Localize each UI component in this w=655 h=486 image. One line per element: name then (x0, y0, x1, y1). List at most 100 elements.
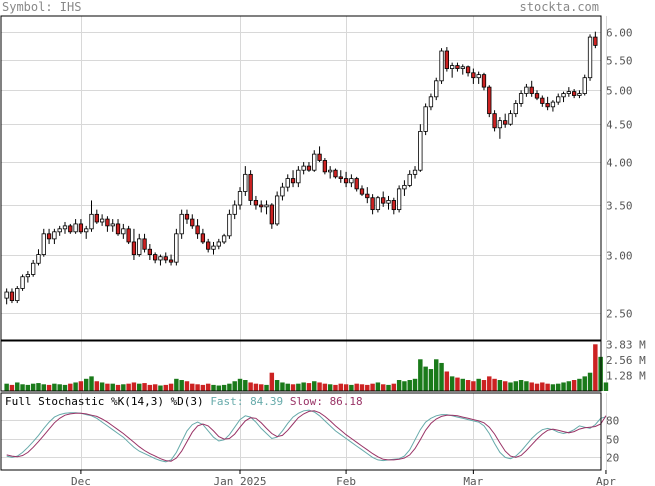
volume-bar (577, 378, 582, 391)
price-candle (243, 166, 248, 196)
candle-body (31, 262, 36, 275)
candle-body (15, 288, 20, 301)
candle-body (556, 96, 561, 103)
candle-body (566, 91, 571, 94)
candle-body (62, 225, 68, 230)
volume-bar (593, 344, 598, 391)
volume-bar (274, 380, 280, 391)
candle-body (248, 173, 253, 201)
volume-bar (555, 383, 561, 391)
price-candle (550, 100, 556, 112)
price-candle (115, 219, 121, 236)
price-candle (168, 254, 174, 266)
price-candle (248, 170, 253, 205)
candle-body (370, 197, 375, 211)
price-candle (476, 71, 481, 84)
price-candle (582, 74, 587, 96)
candle-body (343, 178, 349, 184)
candle-body (142, 238, 147, 250)
volume-bar (476, 378, 481, 391)
price-tick-label: 4.50 (606, 119, 633, 132)
volume-bar (168, 383, 174, 391)
volume-bar (460, 378, 465, 391)
price-candle (375, 195, 381, 213)
candle-body (476, 74, 481, 79)
price-candle (386, 195, 391, 210)
price-candle (46, 228, 52, 245)
price-tick-label: 3.00 (606, 250, 633, 263)
price-candle (444, 47, 449, 72)
x-tick-label: Dec (71, 475, 91, 486)
volume-bar (439, 362, 444, 391)
candle-body (190, 218, 195, 227)
volume-bar (131, 382, 137, 391)
volume-bar (184, 381, 190, 391)
price-frame-border (0, 15, 602, 341)
price-candle (317, 146, 322, 163)
volume-bar (36, 383, 41, 391)
volume-bar (200, 384, 206, 391)
candle-body (184, 213, 190, 220)
price-candle (497, 117, 503, 139)
candle-body (110, 223, 115, 227)
price-candle (269, 203, 274, 229)
volume-bar (497, 380, 503, 391)
volume-bar (502, 381, 508, 391)
volume-bar (195, 384, 200, 391)
candle-body (52, 231, 57, 240)
volume-bar (524, 381, 529, 391)
price-candle (306, 162, 312, 172)
volume-bar (412, 378, 418, 391)
volume-bar (190, 383, 195, 391)
price-tick-label: 5.50 (606, 55, 633, 68)
volume-bar (529, 382, 534, 391)
volume-tick-label: 2.56 M (606, 354, 646, 367)
volume-bar (561, 382, 566, 391)
candle-body (418, 131, 423, 171)
volume-bar (471, 381, 476, 391)
volume-bar (179, 380, 184, 391)
volume-bar (587, 372, 593, 391)
volume-bar (280, 382, 285, 391)
price-candle (418, 124, 423, 172)
volume-bar (322, 383, 328, 391)
volume-bar (306, 383, 312, 391)
candle-body (121, 228, 126, 235)
candle-body (73, 223, 78, 233)
candle-body (460, 66, 465, 69)
volume-bar (205, 383, 211, 391)
volume-pane: 3.83 M 2.56 M 1.28 M (0, 338, 646, 392)
candle-body (137, 238, 142, 255)
candle-body (322, 160, 328, 173)
price-candle (354, 176, 359, 192)
candle-body (577, 93, 582, 96)
x-tick-label: Feb (336, 475, 356, 486)
volume-bar (365, 384, 370, 391)
candle-body (375, 197, 381, 211)
candle-body (78, 223, 84, 233)
volume-bar (418, 359, 423, 391)
volume-bar (290, 384, 296, 391)
price-candle (593, 31, 598, 49)
price-candle (227, 209, 232, 239)
symbol-label: Symbol: IHS (2, 0, 82, 14)
volume-bar (94, 381, 100, 391)
candle-body (94, 213, 99, 223)
price-candle (89, 200, 94, 232)
volume-bar (227, 383, 232, 391)
candle-body (423, 106, 428, 132)
price-candle (450, 62, 455, 78)
candle-body (571, 91, 577, 96)
candle-body (328, 169, 333, 173)
candle-body (206, 241, 211, 250)
volume-bar (264, 384, 269, 391)
candle-body (338, 176, 343, 179)
candle-body (216, 241, 221, 247)
candle-body (232, 204, 237, 215)
candle-body (41, 233, 46, 255)
volume-frame-border (0, 340, 602, 392)
price-candle (221, 233, 227, 245)
candle-body (105, 218, 110, 227)
